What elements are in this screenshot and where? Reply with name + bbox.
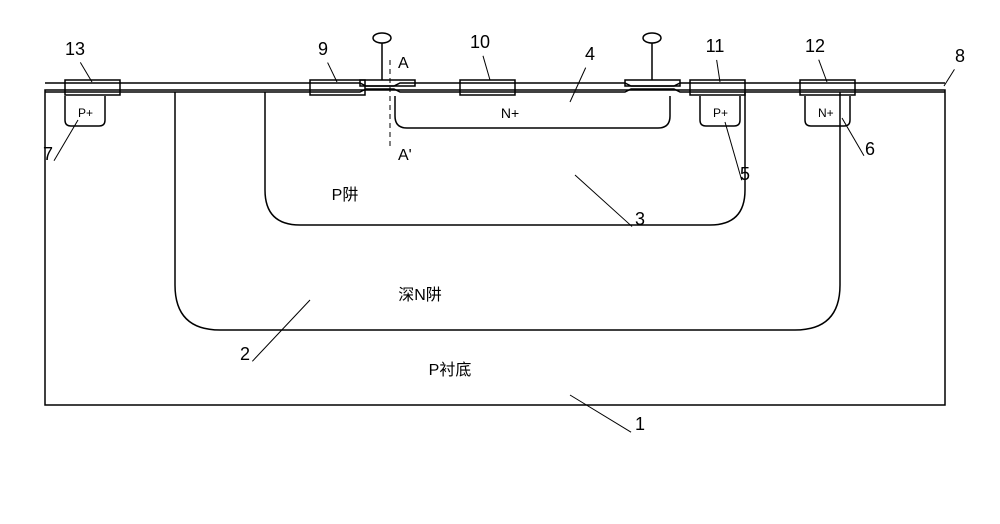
leader-line-10 xyxy=(483,56,490,80)
oxide-top-line xyxy=(45,83,945,86)
leader-line-7 xyxy=(54,120,78,161)
gate-terminal-0 xyxy=(373,33,391,43)
leader-line-11 xyxy=(717,60,720,82)
p-substrate-label: P衬底 xyxy=(429,361,472,379)
n-plus-inner xyxy=(395,96,670,128)
section-label-a-prime: A' xyxy=(398,147,412,164)
leader-line-3 xyxy=(575,175,632,227)
leader-num-3: 3 xyxy=(635,209,645,229)
deep-n-well-label: 深N阱 xyxy=(398,286,442,304)
leader-line-6 xyxy=(842,118,864,156)
leader-num-13: 13 xyxy=(65,39,85,59)
diffusion-label-13: P+ xyxy=(78,106,93,120)
gate-plate-1 xyxy=(625,80,680,86)
leader-line-4 xyxy=(570,68,586,102)
leader-line-9 xyxy=(328,63,337,82)
leader-num-5: 5 xyxy=(740,164,750,184)
leader-line-13 xyxy=(80,62,92,82)
leader-num-7: 7 xyxy=(43,144,53,164)
diffusion-label-11: P+ xyxy=(713,106,728,120)
leader-num-8: 8 xyxy=(955,46,965,66)
leader-line-8 xyxy=(944,69,954,86)
diffusion-label-12: N+ xyxy=(818,106,834,120)
leader-num-10: 10 xyxy=(470,32,490,52)
leader-num-1: 1 xyxy=(635,414,645,434)
gate-terminal-1 xyxy=(643,33,661,43)
section-label-a: A xyxy=(398,55,409,72)
leader-num-11: 11 xyxy=(706,36,725,56)
p-substrate xyxy=(45,90,945,405)
leader-num-9: 9 xyxy=(318,39,328,59)
leader-line-1 xyxy=(570,395,631,432)
leader-num-12: 12 xyxy=(805,36,825,56)
p-well-label: P阱 xyxy=(332,186,359,204)
leader-line-12 xyxy=(819,60,827,82)
n-plus-inner-label: N+ xyxy=(501,105,519,121)
leader-num-4: 4 xyxy=(585,44,595,64)
leader-num-2: 2 xyxy=(240,344,250,364)
diagram-canvas: P衬底 深N阱 P阱 N+ P+ P+ N+ A A' 13 9 10 4 11 12 8 7 5 6 3 2 1 xyxy=(0,0,1000,524)
leader-line-5 xyxy=(725,122,742,180)
leader-num-6: 6 xyxy=(865,139,875,159)
